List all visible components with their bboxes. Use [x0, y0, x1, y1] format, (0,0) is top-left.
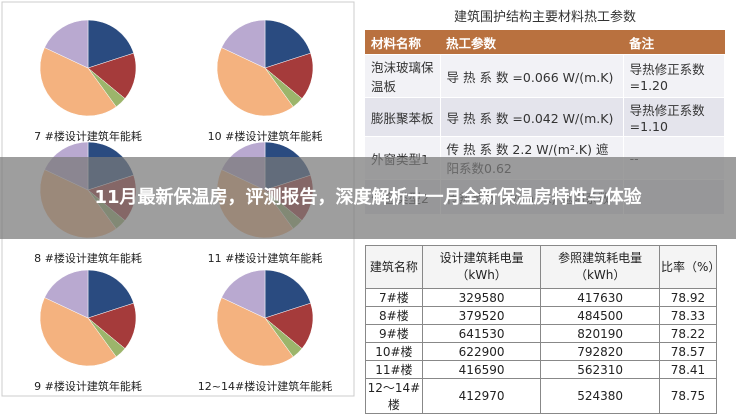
pie-slice [87, 19, 134, 69]
table-row: 12～14#楼 412970 524380 78.75 [365, 378, 718, 414]
header-cell: 热工参数 [440, 30, 624, 55]
table-cell: 泡沫玻璃保温板 [365, 54, 441, 98]
table-cell: 导热修正系数=1.10 [623, 97, 726, 137]
banner-title: 11月最新保温房，评测报告，深度解析十一月全新保温房特性与体验 [94, 187, 642, 208]
table-row: 7#楼 329580 417630 78.92 [365, 288, 718, 307]
header-row: 建筑名称 设计建筑耗电量（kWh） 参照建筑耗电量（kWh） 比率（%） [365, 245, 720, 289]
table-cell: 412970 [421, 378, 542, 414]
table-cell: 78.33 [658, 306, 718, 325]
header-cell: 建筑名称 [365, 245, 423, 289]
table-cell: 78.75 [658, 378, 718, 414]
banner: 11月最新保温房，评测报告，深度解析十一月全新保温房特性与体验 [0, 157, 736, 239]
table-row: 8#楼 379520 484500 78.33 [365, 306, 718, 325]
pie-slice [87, 52, 137, 99]
table-cell: 膨胀聚苯板 [365, 97, 441, 137]
pie-caption: 9 #楼设计建筑年能耗 [34, 379, 142, 393]
table-cell: 416590 [421, 360, 542, 379]
pie-slice [221, 19, 266, 69]
table-cell: 78.92 [658, 288, 718, 307]
table-cell: 524380 [540, 378, 660, 414]
table-cell: 820190 [540, 324, 660, 343]
pie-slice [216, 47, 294, 117]
table-cell: 484500 [540, 306, 660, 325]
pie-slice [216, 297, 294, 367]
table-cell: 9#楼 [365, 324, 423, 343]
pie-caption: 7 #楼设计建筑年能耗 [34, 129, 142, 143]
table-row: 11#楼 416590 562310 78.41 [365, 360, 718, 379]
pie-slice [87, 269, 134, 319]
table-cell: 导热修正系数=1.20 [623, 54, 726, 98]
table-cell: 78.41 [658, 360, 718, 379]
table-cell: 622900 [421, 342, 542, 361]
table-row: 泡沫玻璃保温板导 热 系 数 =0.066 W/(m.K) 导热修正系数=1.20 [365, 54, 726, 98]
header-cell: 备注 [623, 30, 725, 55]
table-cell: 78.57 [658, 342, 718, 361]
table-cell: 7#楼 [365, 288, 423, 307]
table-row: 10#楼 622900 792820 78.57 [365, 342, 718, 361]
pie-slice [264, 269, 311, 319]
table-cell: 562310 [540, 360, 660, 379]
pie-slice [87, 302, 137, 349]
table-cell: 10#楼 [365, 342, 423, 361]
header-cell: 材料名称 [365, 30, 441, 55]
table-cell: 11#楼 [365, 360, 423, 379]
pie-caption: 8 #楼设计建筑年能耗 [34, 251, 142, 265]
table-title: 建筑围护结构主要材料热工参数 [453, 10, 636, 25]
table-cell: 8#楼 [365, 306, 423, 325]
table-row: 膨胀聚苯板导 热 系 数 =0.042 W/(m.K) 导热修正系数=1.10 [365, 97, 726, 137]
table-cell: 78.22 [658, 324, 718, 343]
pie-caption: 10 #楼设计建筑年能耗 [208, 129, 323, 143]
pie-slice [221, 269, 266, 319]
table-cell: 641530 [421, 324, 542, 343]
pie-slice [264, 19, 311, 69]
table-cell: 12～14#楼 [365, 378, 423, 414]
table-cell: 329580 [421, 288, 542, 307]
header-cell: 设计建筑耗电量（kWh） [421, 245, 542, 289]
table-cell: 792820 [540, 342, 660, 361]
pie-slice [44, 269, 89, 319]
table-cell: 417630 [540, 288, 660, 307]
pie-slice [44, 19, 89, 69]
pie-caption: 11 #楼设计建筑年能耗 [208, 251, 323, 265]
header-cell: 比率（%） [658, 245, 720, 289]
table-cell: 379520 [421, 306, 542, 325]
table-cell: 导 热 系 数 =0.066 W/(m.K) [440, 54, 624, 98]
pie-slice [264, 302, 314, 349]
pie-slice [264, 52, 314, 99]
header-row: 材料名称 热工参数 备注 [365, 30, 725, 55]
table-cell: 导 热 系 数 =0.042 W/(m.K) [440, 97, 624, 137]
header-cell: 参照建筑耗电量（kWh） [540, 245, 660, 289]
pie-slice [39, 297, 117, 367]
table-row: 9#楼 641530 820190 78.22 [365, 324, 718, 343]
pie-slice [39, 47, 117, 117]
energy-table: 建筑名称 设计建筑耗电量（kWh） 参照建筑耗电量（kWh） 比率（%） 7#楼 3295… [365, 245, 720, 414]
pie-caption: 12~14#楼设计建筑年能耗 [198, 379, 332, 393]
